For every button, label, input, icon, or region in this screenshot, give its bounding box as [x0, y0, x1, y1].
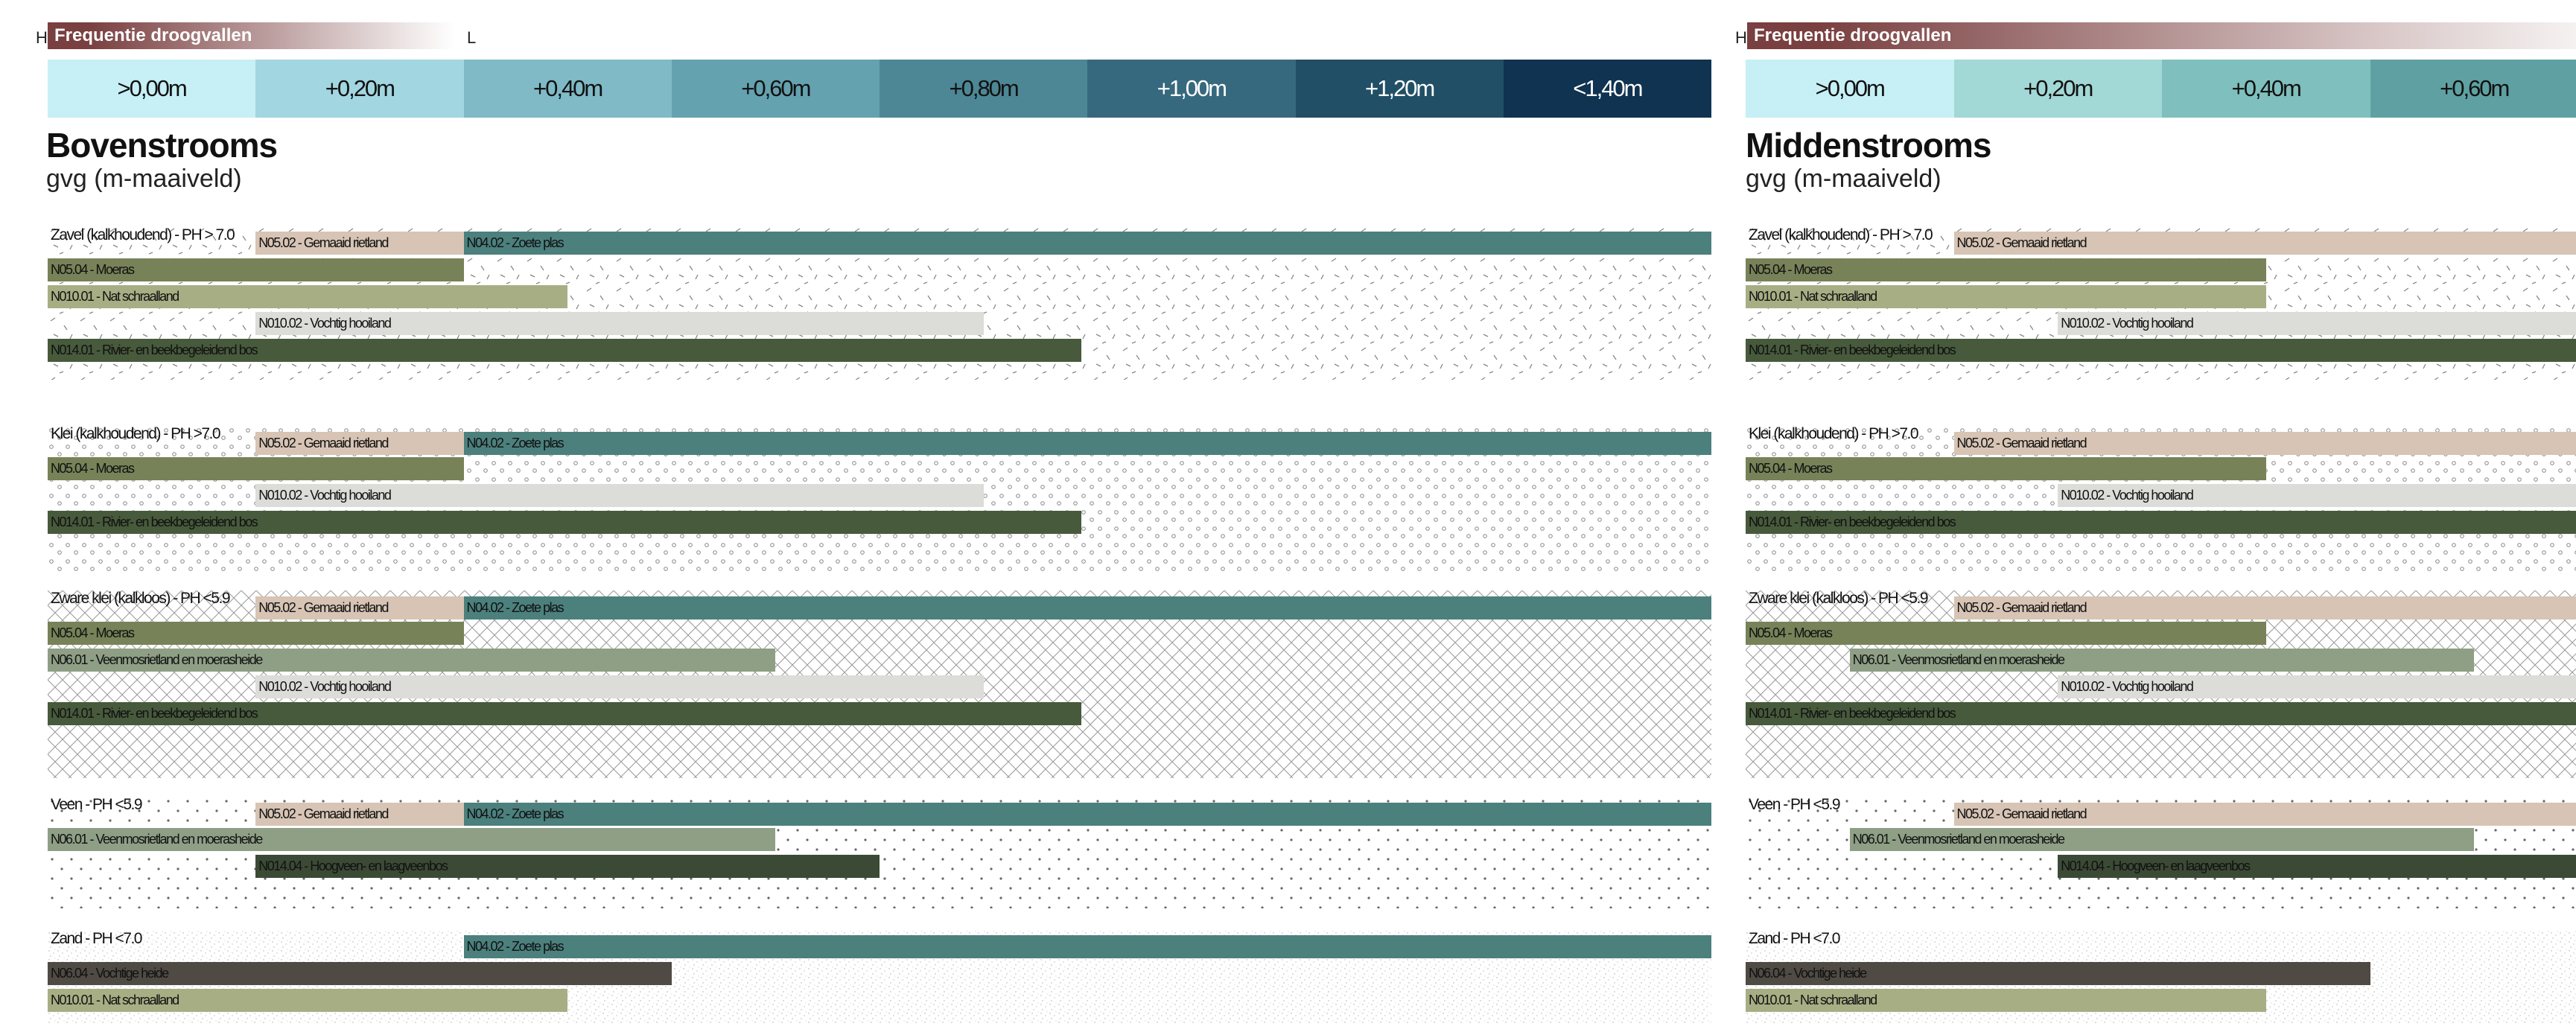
- region-title: Bovenstrooms: [46, 126, 278, 165]
- habitat-bar: N04.02 - Zoete plas: [463, 803, 1711, 826]
- frequency-legend-title: Frequentie droogvallen: [1754, 25, 1952, 45]
- habitat-bar: N05.02 - Gemaaid rietland: [1953, 596, 2576, 619]
- freq-high-label: H: [36, 28, 48, 47]
- soil-label: Veen - PH <5.9: [51, 796, 143, 813]
- habitat-bar: N04.02 - Zoete plas: [463, 935, 1711, 958]
- soil-label: Klei (kalkhoudend) - PH >7.0: [1749, 425, 1919, 442]
- habitat-bar: N014.04 - Hoogveen- en laagveenbos: [2058, 855, 2576, 878]
- habitat-bar: N05.04 - Moeras: [1746, 258, 2266, 281]
- soil-group: Zand - PH <7.0 N06.04 - Vochtige heide N01…: [1746, 931, 2576, 1024]
- habitat-bar: N05.02 - Gemaaid rietland: [255, 596, 464, 619]
- habitat-bar: N010.02 - Vochtig hooiland: [255, 484, 984, 507]
- habitat-bar: N05.02 - Gemaaid rietland: [255, 803, 464, 826]
- soil-group: Klei (kalkhoudend) - PH >7.0 N05.02 - Gem…: [48, 426, 1711, 571]
- habitat-bar: N014.01 - Rivier- en beekbegeleidend bos: [48, 339, 1081, 362]
- region-title: Middenstrooms: [1746, 126, 1991, 165]
- habitat-bar: N05.02 - Gemaaid rietland: [1953, 432, 2576, 455]
- habitat-bar: N010.02 - Vochtig hooiland: [255, 675, 984, 698]
- habitat-bar: N05.04 - Moeras: [1746, 457, 2266, 480]
- freq-low-label: L: [467, 28, 477, 47]
- scale-cell: +1,20m: [1295, 60, 1504, 118]
- soil-group: Klei (kalkhoudend) - PH >7.0 N05.02 - Gem…: [1746, 426, 2576, 571]
- habitat-bar: N05.04 - Moeras: [48, 457, 464, 480]
- habitat-bar: N014.01 - Rivier- en beekbegeleidend bos: [1746, 339, 2576, 362]
- soil-label: Zavel (kalkhoudend) - PH > 7.0: [1749, 226, 1933, 243]
- scale-cell: +1,00m: [1087, 60, 1296, 118]
- soil-label: Klei (kalkhoudend) - PH >7.0: [51, 425, 221, 442]
- scale-cell: +0,20m: [255, 60, 464, 118]
- habitat-bar: N05.02 - Gemaaid rietland: [255, 232, 464, 255]
- habitat-bar: N06.01 - Veenmosrietland en moerasheide: [1849, 649, 2475, 672]
- freq-high-label: H: [1735, 28, 1747, 47]
- soil-group: Zware klei (kalkloos) - PH <5.9 N05.02 - …: [1746, 590, 2576, 778]
- habitat-bar: N014.04 - Hoogveen- en laagveenbos: [255, 855, 880, 878]
- habitat-bar: N010.01 - Nat schraalland: [1746, 989, 2266, 1012]
- scale-cell: >0,00m: [1746, 60, 1954, 118]
- habitat-bar: N014.01 - Rivier- en beekbegeleidend bos: [48, 511, 1081, 534]
- habitat-bar: N05.02 - Gemaaid rietland: [1953, 232, 2576, 255]
- habitat-bar: N010.01 - Nat schraalland: [48, 285, 568, 308]
- scale-cell: +0,40m: [463, 60, 672, 118]
- habitat-bar: N04.02 - Zoete plas: [463, 596, 1711, 619]
- scale-cell: +0,40m: [2162, 60, 2370, 118]
- soil-group: Zavel (kalkhoudend) - PH > 7.0 N05.02 - G…: [48, 227, 1711, 380]
- soil-group: Zand - PH <7.0 N04.02 - Zoete plas N06.04 …: [48, 931, 1711, 1024]
- frequency-legend-bar: Frequentie droogvallen: [1747, 22, 2576, 49]
- soil-group: Zavel (kalkhoudend) - PH > 7.0 N05.02 - G…: [1746, 227, 2576, 380]
- habitat-bar: N06.04 - Vochtige heide: [1746, 962, 2370, 985]
- habitat-bar: N05.02 - Gemaaid rietland: [1953, 803, 2576, 826]
- habitat-bar: N014.01 - Rivier- en beekbegeleidend bos: [1746, 511, 2576, 534]
- panel-bovenstrooms: H Frequentie droogvallen L >0,00m +0,20m +…: [36, 22, 1711, 1024]
- soil-label: Zand - PH <7.0: [1749, 930, 1841, 947]
- habitat-bar: N05.02 - Gemaaid rietland: [255, 432, 464, 455]
- habitat-bar: N05.04 - Moeras: [1746, 622, 2266, 645]
- soil-label: Veen - PH <5.9: [1749, 796, 1841, 813]
- axis-subtitle: gvg (m-maaiveld): [46, 165, 242, 193]
- habitat-bar: N014.01 - Rivier- en beekbegeleidend bos: [48, 702, 1081, 725]
- habitat-bar: N05.04 - Moeras: [48, 622, 464, 645]
- frequency-legend-title: Frequentie droogvallen: [54, 25, 252, 45]
- habitat-bar: N06.01 - Veenmosrietland en moerasheide: [48, 828, 776, 851]
- scale-cell: +0,60m: [2370, 60, 2576, 118]
- soil-label: Zavel (kalkhoudend) - PH > 7.0: [51, 226, 235, 243]
- soil-label: Zand - PH <7.0: [51, 930, 143, 947]
- habitat-bar: N05.04 - Moeras: [48, 258, 464, 281]
- habitat-bar: N010.02 - Vochtig hooiland: [2058, 312, 2576, 335]
- scale-cell: +0,20m: [1953, 60, 2162, 118]
- gvg-depth-scale: >0,00m +0,20m +0,40m +0,60m +0,80m +1,00m +1,2…: [48, 60, 1711, 118]
- habitat-bar: N014.01 - Rivier- en beekbegeleidend bos: [1746, 702, 2576, 725]
- soil-group: Veen - PH <5.9 N05.02 - Gemaaid rietland N…: [48, 797, 1711, 908]
- scale-cell: <1,40m: [1503, 60, 1711, 118]
- frequency-legend-bar: Frequentie droogvallen: [48, 22, 454, 49]
- habitat-bar: N010.01 - Nat schraalland: [1746, 285, 2266, 308]
- habitat-bar: N010.02 - Vochtig hooiland: [2058, 675, 2576, 698]
- habitat-bar: N010.02 - Vochtig hooiland: [2058, 484, 2576, 507]
- habitat-bar: N010.02 - Vochtig hooiland: [255, 312, 984, 335]
- scale-cell: >0,00m: [48, 60, 256, 118]
- habitat-bar: N06.04 - Vochtige heide: [48, 962, 672, 985]
- habitat-bar: N04.02 - Zoete plas: [463, 432, 1711, 455]
- axis-subtitle: gvg (m-maaiveld): [1746, 165, 1941, 193]
- habitat-bar: N04.02 - Zoete plas: [463, 232, 1711, 255]
- habitat-bar: N010.01 - Nat schraalland: [48, 989, 568, 1012]
- habitat-bar: N06.01 - Veenmosrietland en moerasheide: [48, 649, 776, 672]
- soil-label: Zware klei (kalkloos) - PH <5.9: [51, 590, 231, 607]
- panel-middenstrooms: H Frequentie droogvallen >0,00m +0,20m +0,…: [1735, 0, 2576, 1032]
- scale-cell: +0,60m: [671, 60, 880, 118]
- scale-cell: +0,80m: [880, 60, 1088, 118]
- soil-group: Zware klei (kalkloos) - PH <5.9 N05.02 - …: [48, 590, 1711, 778]
- soil-group: Veen - PH <5.9 N05.02 - Gemaaid rietland N…: [1746, 797, 2576, 908]
- soil-label: Zware klei (kalkloos) - PH <5.9: [1749, 590, 1929, 607]
- habitat-bar: N06.01 - Veenmosrietland en moerasheide: [1849, 828, 2475, 851]
- gvg-depth-scale: >0,00m +0,20m +0,40m +0,60m: [1746, 60, 2576, 118]
